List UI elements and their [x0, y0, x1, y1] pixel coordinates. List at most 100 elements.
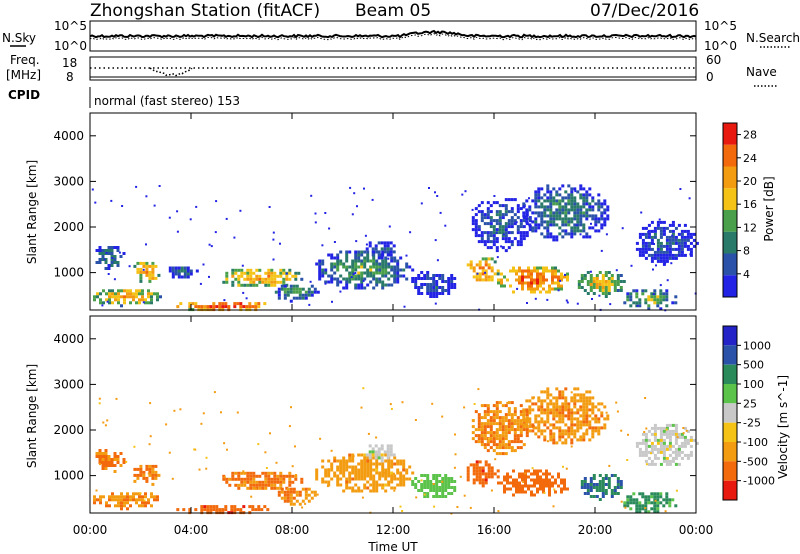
- data-cell: [689, 453, 693, 457]
- scatter-cell: [644, 507, 647, 510]
- data-cell: [378, 280, 382, 284]
- data-cell: [249, 483, 253, 487]
- data-cell: [174, 272, 178, 276]
- data-cell: [283, 290, 287, 294]
- data-cell: [601, 492, 605, 495]
- data-cell: [656, 220, 660, 224]
- data-cell: [558, 199, 562, 203]
- data-cell: [546, 387, 550, 391]
- data-cell: [662, 447, 666, 451]
- data-cell: [521, 278, 524, 282]
- data-cell: [579, 214, 583, 218]
- data-cell: [255, 277, 259, 281]
- data-cell: [345, 283, 349, 287]
- data-cell: [108, 298, 111, 302]
- colorbar-segment: [723, 144, 737, 167]
- data-cell: [594, 217, 598, 221]
- scatter-cell: [433, 505, 436, 508]
- data-cell: [495, 401, 499, 405]
- data-cell: [492, 225, 496, 229]
- data-cell: [551, 269, 554, 273]
- data-cell: [659, 432, 663, 436]
- data-cell: [234, 471, 238, 475]
- scatter-cell: [213, 391, 216, 394]
- data-cell: [680, 247, 684, 251]
- data-cell: [537, 396, 541, 400]
- data-cell: [650, 426, 654, 430]
- data-cell: [573, 402, 577, 406]
- scatter-cell: [576, 302, 579, 305]
- data-cell: [477, 225, 481, 229]
- data-cell: [542, 269, 545, 273]
- data-cell: [548, 478, 551, 482]
- data-cell: [396, 265, 400, 269]
- data-cell: [432, 474, 436, 477]
- data-cell: [573, 423, 577, 427]
- data-cell: [177, 269, 181, 273]
- data-cell: [252, 277, 256, 281]
- data-cell: [579, 217, 583, 221]
- data-cell: [564, 402, 568, 406]
- data-cell: [279, 271, 283, 275]
- data-cell: [530, 490, 533, 494]
- data-cell: [501, 204, 505, 208]
- data-cell: [123, 495, 126, 499]
- scatter-cell: [389, 403, 392, 406]
- data-cell: [141, 498, 144, 502]
- beam-label: Beam 05: [355, 1, 431, 21]
- data-cell: [126, 501, 129, 505]
- scatter-cell: [434, 302, 437, 305]
- data-cell: [117, 501, 120, 505]
- data-cell: [558, 193, 562, 197]
- data-cell: [156, 298, 159, 302]
- data-cell: [380, 453, 384, 457]
- data-cell: [273, 277, 277, 281]
- data-cell: [504, 228, 508, 232]
- data-cell: [613, 492, 617, 495]
- data-cell: [589, 477, 593, 480]
- data-cell: [423, 480, 427, 483]
- data-cell: [519, 219, 523, 223]
- data-cell: [264, 477, 268, 481]
- data-cell: [474, 219, 478, 223]
- data-cell: [641, 241, 645, 245]
- data-cell: [668, 438, 672, 442]
- data-cell: [377, 256, 381, 260]
- data-cell: [307, 290, 311, 294]
- data-cell: [659, 501, 663, 505]
- data-cell: [489, 431, 493, 435]
- data-cell: [510, 225, 514, 229]
- data-cell: [601, 489, 605, 492]
- data-cell: [594, 414, 598, 418]
- data-cell: [489, 437, 493, 441]
- data-cell: [289, 287, 293, 291]
- data-cell: [597, 229, 601, 233]
- data-cell: [489, 410, 493, 414]
- power-colorbar-label: Power [dB]: [762, 176, 776, 241]
- data-cell: [478, 481, 482, 485]
- data-cell: [530, 269, 533, 273]
- data-cell: [585, 390, 589, 394]
- data-cell: [507, 231, 511, 235]
- data-cell: [490, 466, 494, 470]
- data-cell: [480, 428, 484, 432]
- data-cell: [537, 193, 541, 197]
- data-cell: [653, 423, 657, 427]
- data-cell: [510, 240, 514, 244]
- data-cell: [351, 486, 355, 490]
- data-cell: [254, 508, 258, 512]
- data-cell: [641, 453, 645, 457]
- data-cell: [372, 474, 376, 478]
- data-cell: [546, 411, 550, 415]
- data-cell: [597, 217, 601, 221]
- data-cell: [558, 208, 562, 212]
- data-cell: [519, 231, 523, 235]
- data-cell: [567, 408, 571, 412]
- scatter-cell: [326, 485, 329, 488]
- data-cell: [141, 504, 144, 508]
- data-cell: [656, 304, 660, 308]
- data-cell: [246, 486, 250, 490]
- data-cell: [405, 477, 409, 481]
- data-cell: [546, 226, 550, 230]
- data-cell: [534, 226, 538, 230]
